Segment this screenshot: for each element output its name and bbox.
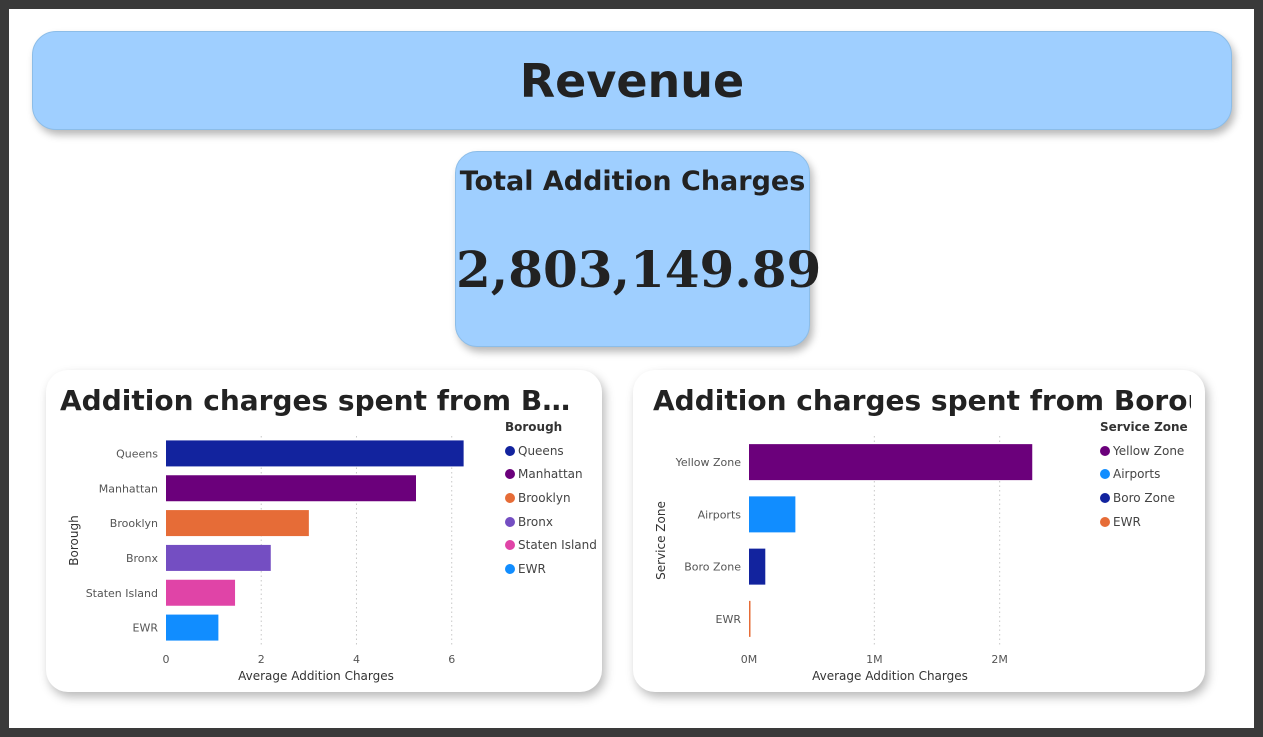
x-axis-title: Average Addition Charges [812,669,968,683]
legend-swatch-icon [505,469,515,480]
y-category-label: Airports [698,508,742,521]
legend-swatch-icon [505,563,515,574]
legend-item[interactable]: Bronx [505,510,597,534]
bar-queens [166,440,464,467]
legend-item[interactable]: Queens [505,439,597,463]
x-tick-label: 2M [991,653,1008,666]
y-category-label: Yellow Zone [675,456,742,469]
x-tick-label: 4 [353,653,360,666]
x-axis-title: Average Addition Charges [238,669,394,683]
legend-item[interactable]: Brooklyn [505,486,597,510]
legend-item[interactable]: Staten Island [505,533,597,557]
legend-swatch-icon [1100,516,1110,527]
y-category-label: Boro Zone [684,561,741,574]
page-title: Revenue [519,53,745,108]
legend-label: EWR [1113,514,1141,529]
legend-swatch-icon [505,516,515,527]
legend-label: Airports [1113,467,1161,482]
x-tick-label: 0M [741,653,758,666]
legend-label: EWR [518,561,546,576]
legend-item[interactable]: Yellow Zone [1100,439,1188,463]
bar-boro-zone [749,548,766,585]
legend-swatch-icon [505,540,515,551]
legend-swatch-icon [1100,445,1110,456]
bar-manhattan [166,475,416,502]
kpi-title: Total Addition Charges [459,166,806,197]
y-category-label: Brooklyn [110,517,158,530]
legend-swatch-icon [505,445,515,456]
service-zone-chart-card[interactable]: Addition charges spent from Borough 0M 1M… [633,370,1205,692]
legend-swatch-icon [1100,469,1110,480]
chart-legend: Service Zone Yellow Zone Airports Boro Zon… [1100,420,1188,533]
legend-item[interactable]: Boro Zone [1100,486,1188,510]
x-tick-label: 1M [866,653,883,666]
legend-label: Yellow Zone [1113,443,1185,458]
y-axis-title: Borough [67,515,81,565]
y-category-label: EWR [716,613,742,626]
legend-label: Bronx [518,514,553,529]
legend-label: Manhattan [518,467,583,482]
chart-title: Addition charges spent from Borough [653,384,1191,417]
y-category-label: Manhattan [99,482,158,495]
y-axis-title: Service Zone [654,501,668,580]
y-category-label: Queens [116,447,158,460]
x-tick-label: 0 [163,653,170,666]
bar-ewr [166,614,219,641]
y-category-label: Staten Island [86,587,158,600]
bar-bronx [166,544,271,571]
legend-item[interactable]: EWR [505,557,597,581]
legend-swatch-icon [1100,492,1110,503]
page-title-banner: Revenue [32,31,1232,130]
bar-staten-island [166,579,236,606]
legend-title: Service Zone [1100,420,1188,434]
bar-ewr [749,600,751,637]
legend-item[interactable]: Airports [1100,463,1188,487]
borough-bar-chart[interactable]: 0 2 4 6 Queens Manhattan Brooklyn Bronx Staten I… [46,370,602,692]
y-category-label: EWR [133,622,159,635]
legend-label: Brooklyn [518,490,571,505]
y-category-label: Bronx [126,552,159,565]
chart-legend: Borough Queens Manhattan Brooklyn Bronx Stat… [505,420,597,581]
bar-yellow-zone [749,444,1033,481]
kpi-value: 2,803,149.89 [456,240,822,299]
service-zone-bar-chart[interactable]: 0M 1M 2M Yellow Zone Airports Boro Zone EWR Ave… [633,370,1205,692]
legend-label: Staten Island [518,538,597,553]
x-tick-label: 6 [448,653,455,666]
legend-title: Borough [505,420,563,434]
legend-label: Boro Zone [1113,490,1175,505]
x-tick-label: 2 [258,653,265,666]
kpi-card[interactable]: Total Addition Charges 2,803,149.89 [455,151,822,347]
legend-label: Queens [518,443,564,458]
bar-airports [749,496,796,533]
legend-item[interactable]: EWR [1100,510,1188,534]
legend-swatch-icon [505,492,515,503]
report-canvas: Revenue Total Addition Charges 2,803,149… [9,9,1254,728]
legend-item[interactable]: Manhattan [505,463,597,487]
bar-brooklyn [166,510,309,537]
